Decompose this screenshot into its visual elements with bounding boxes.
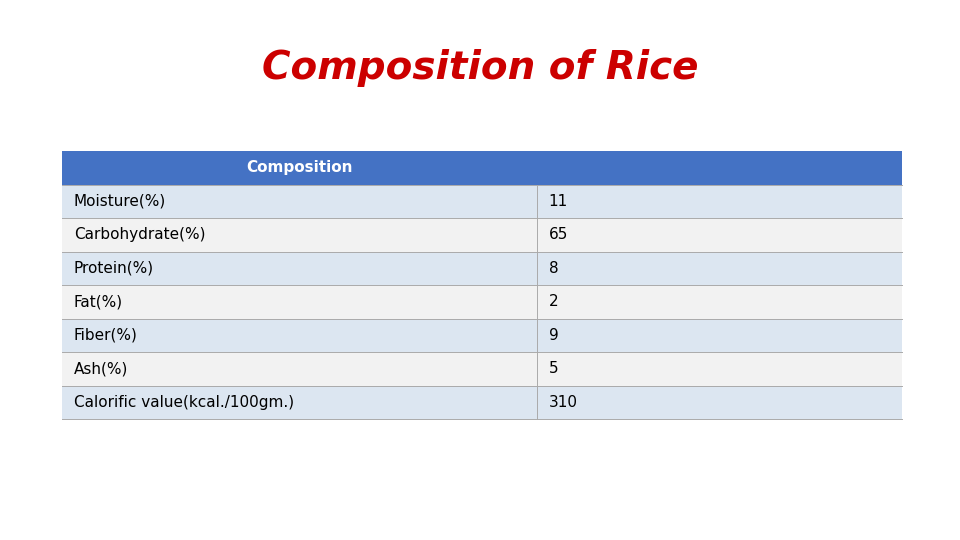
Text: 5: 5 <box>548 361 558 376</box>
FancyBboxPatch shape <box>62 151 902 185</box>
Text: Protein(%): Protein(%) <box>74 261 154 276</box>
Text: 310: 310 <box>548 395 578 410</box>
Text: Carbohydrate(%): Carbohydrate(%) <box>74 227 205 242</box>
FancyBboxPatch shape <box>62 386 902 419</box>
Text: 11: 11 <box>548 194 567 209</box>
Text: 9: 9 <box>548 328 559 343</box>
FancyBboxPatch shape <box>62 185 902 218</box>
Text: Moisture(%): Moisture(%) <box>74 194 166 209</box>
Text: 2: 2 <box>548 294 558 309</box>
Text: 8: 8 <box>548 261 558 276</box>
Text: Ash(%): Ash(%) <box>74 361 129 376</box>
Text: Composition: Composition <box>247 160 353 176</box>
Text: Calorific value(kcal./100gm.): Calorific value(kcal./100gm.) <box>74 395 294 410</box>
FancyBboxPatch shape <box>62 252 902 285</box>
Text: Composition of Rice: Composition of Rice <box>262 49 698 86</box>
Text: Fiber(%): Fiber(%) <box>74 328 138 343</box>
Text: 65: 65 <box>548 227 568 242</box>
FancyBboxPatch shape <box>62 352 902 386</box>
FancyBboxPatch shape <box>62 218 902 252</box>
FancyBboxPatch shape <box>62 319 902 352</box>
Text: Fat(%): Fat(%) <box>74 294 123 309</box>
FancyBboxPatch shape <box>62 285 902 319</box>
